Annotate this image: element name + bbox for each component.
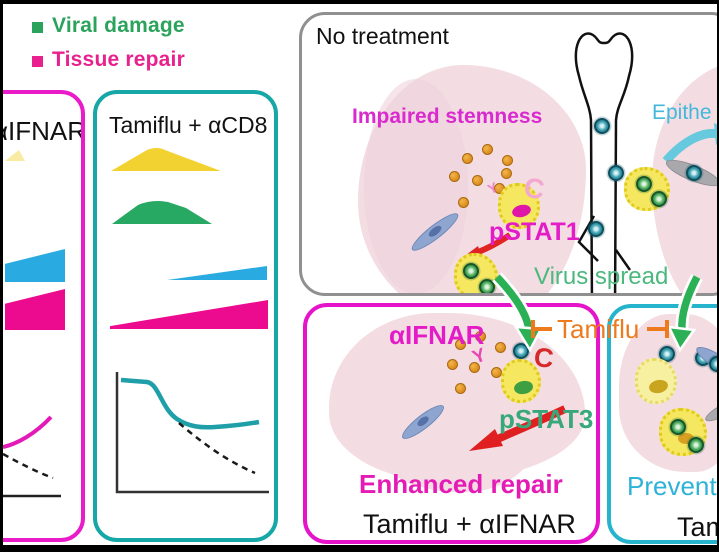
virus-icon [588,221,604,237]
viral-damage-wedge-cyan-icon [5,249,65,282]
cell-nucleus-icon [647,378,670,395]
interferon-dot-icon [475,331,486,342]
panel-tamiflu-acd8-title: Tamiflu + αCD8 [109,112,268,138]
interferon-dot-icon [495,342,506,353]
viral-load-mound-yellow-icon [111,148,221,171]
panel-aifnar: αIFNAR [3,90,85,542]
virus-icon [709,356,717,372]
panel-aifnar-title: αIFNAR [3,116,85,146]
interferon-dot-icon [501,168,512,179]
panel-tamiflu-aifnar: Y C αIFNAR pSTAT3 Enhanced repair Tamifl… [303,303,600,544]
panel-tamiflu-right-title: Tam [677,512,717,542]
survival-kinetics-graph [115,372,269,494]
recovering-cell-icon [635,358,677,404]
virus-icon [688,437,704,453]
infected-cell-icon [659,408,707,456]
repair-wedge-magenta-icon [110,300,268,329]
aifnar-label: αIFNAR [389,320,485,350]
panel-no-treatment: Y C No treatment Impaired stemness pSTAT… [299,12,717,296]
virus-icon [463,263,479,279]
panel-no-treatment-title: No treatment [316,23,449,49]
stem-cell-icon [498,183,540,229]
interferon-dot-icon [502,155,513,166]
viral-damage-mound-green-icon [112,201,212,224]
legend-label-tissue-repair: Tissue repair [52,48,185,71]
airway-icon [574,32,634,293]
virus-icon [670,419,686,435]
virus-icon [636,176,652,192]
interferon-dot-icon [455,383,466,394]
figure-canvas: Viral damage Tissue repair αIFNAR Tamifl… [3,4,717,545]
viral-damage-swatch-icon [32,22,43,33]
tissue-repair-wedge-magenta-icon [5,289,65,330]
repair-kinetics-graph [3,415,61,498]
tissue-repair-swatch-icon [32,56,43,67]
enhanced-repair-arrow-icon [469,405,567,451]
virus-icon [686,165,702,181]
inhibition-line-icon [531,327,552,331]
panel-tamiflu-acd8: Tamiflu + αCD8 [93,90,278,542]
inhibition-line-icon [647,327,668,331]
virus-icon [608,165,624,181]
interferon-dot-icon [455,339,466,350]
legend-label-viral-damage: Viral damage [52,14,185,37]
panel-tamiflu-right: Prevent e Tam [607,304,717,544]
pstat1-label: pSTAT1 [489,218,580,246]
interferon-dot-icon [482,144,493,155]
cell-nucleus-icon [678,433,694,444]
pstat1-blob-icon [510,202,533,220]
enhanced-repair-label: Enhanced repair [359,469,563,499]
stem-cell-icon [501,359,541,403]
receptor-icon: C [522,171,547,206]
interferon-dot-icon [462,153,473,164]
interferon-dot-icon [447,359,458,370]
virus-icon [479,279,495,293]
virus-spread-label: Virus spread [534,263,669,290]
virus-spread-arrow-icon [492,272,543,353]
virus-icon [513,343,529,359]
interferon-dot-icon [458,197,469,208]
panel-tamiflu-aifnar-title: Tamiflu + αIFNAR [363,509,576,539]
interferon-dot-icon [469,362,480,373]
viral-load-wedge-yellow-icon [5,150,25,161]
epithelial-arrow-icon [662,123,717,165]
impaired-stemness-label: Impaired stemness [352,105,543,128]
virus-icon [651,191,667,207]
epithelial-label: Epithe [652,101,712,124]
virus-icon [594,118,610,134]
lung-lower-lobe [369,387,539,492]
interferon-dot-icon [472,175,483,186]
interferon-dot-icon [449,171,460,182]
left-lung-lobe [364,79,468,293]
prevent-label: Prevent e [627,471,717,501]
inhibition-bar-icon [665,320,669,338]
tamiflu-inhibitor-label: Tamiflu [557,314,640,344]
pstat3-label: pSTAT3 [499,404,594,434]
infected-cell-icon [454,253,498,293]
damage-wedge-cyan-icon [167,266,267,280]
infected-cell-icon [624,167,670,211]
virus-spread-arrow-icon [666,273,703,353]
pstat3-blob-icon [513,379,534,396]
